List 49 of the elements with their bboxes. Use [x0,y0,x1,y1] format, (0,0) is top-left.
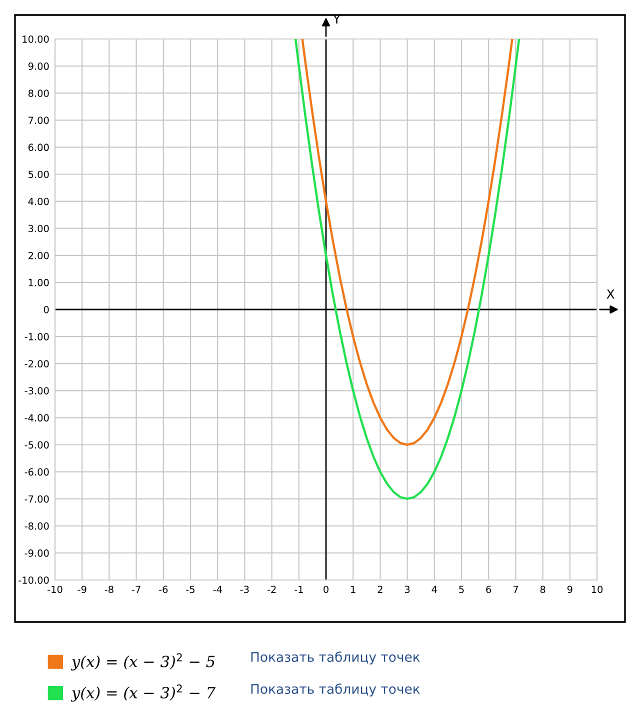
y-tick-label: 1.00 [28,278,49,286]
y-tick-label: 9.00 [28,62,49,70]
y-tick-label: 5.00 [28,170,49,178]
line-series [301,39,514,446]
y-tick-label: 7.00 [28,116,49,124]
x-tick-label: -6 [159,586,168,594]
x-tick-label: -10 [48,586,62,594]
x-tick-label: -3 [240,586,249,594]
y-tick-label: -4.00 [24,414,49,422]
x-tick-label: 4 [432,586,437,593]
x-tick-label: -5 [186,586,194,594]
x-tick-label: 1 [351,586,356,593]
y-tick-label: -6.00 [24,468,49,476]
x-tick-label: 5 [459,586,464,594]
y-tick-label: -9.00 [24,549,49,557]
x-tick-label: -1 [294,586,303,593]
y-tick-label: -1.00 [24,333,49,340]
y-tick-label: 10.00 [22,35,49,43]
x-tick-label: -2 [267,586,276,593]
x-tick-label: 2 [378,586,382,593]
x-tick-label: 10 [592,586,603,594]
x-tick-label: 8 [540,586,546,594]
x-tick-label: 0 [324,586,328,594]
x-tick-label: -8 [104,586,114,594]
y-tick-label: -8.00 [24,522,49,530]
x-tick-label: -4 [213,586,222,593]
legend-label: y(x) = (x − 3)$^{2}$ − 5 [70,653,215,670]
y-tick-label: 8.00 [28,90,49,97]
y-tick-label: 6.00 [28,144,49,152]
y-tick-label: -2.00 [24,360,49,368]
y-tick-label: 4.00 [28,198,49,206]
y-tick-label: -7.00 [24,495,49,503]
x-tick-label: 7 [513,586,518,593]
x-axis-title: X [606,289,614,299]
x-tick-label: -9 [78,586,86,594]
text: Показать таблицу точек [251,652,420,664]
y-tick-label: 0 [44,306,49,314]
y-tick-label: 3.00 [28,224,49,232]
x-tick-label: 9 [567,586,572,594]
x-tick-label: -7 [132,586,140,593]
x-tick-label: 6 [486,586,492,594]
y-tick-label: -3.00 [24,387,49,394]
line-series [294,39,520,500]
y-tick-label: -10.00 [18,576,49,584]
text: Показать таблицу точек [251,684,420,696]
y-tick-label: -5.00 [24,441,49,449]
y-tick-label: 2.00 [28,252,49,260]
legend-label: y(x) = (x − 3)$^{2}$ − 7 [70,684,216,702]
x-tick-label: 3 [404,586,410,594]
